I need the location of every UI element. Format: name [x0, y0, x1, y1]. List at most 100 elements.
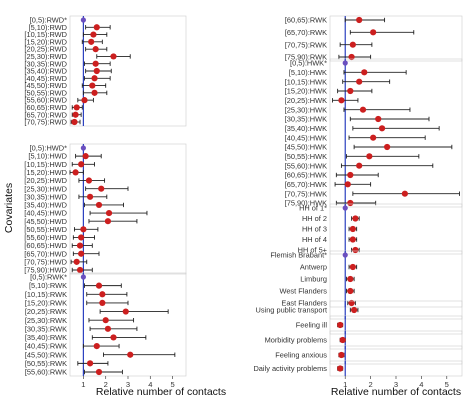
estimate-point [361, 69, 368, 76]
x-axis: 1 2 3 4 5 [81, 376, 175, 389]
estimate-point [91, 75, 98, 82]
row-40-45-rwk: [40,45):RWK [25, 342, 120, 351]
facet-hh: HH of 1*HH of 2 HH of 3HH of 4 HH of 5+ [298, 203, 463, 255]
row-10-15-rwk: [10,15):RWK [25, 290, 128, 299]
row-35-40-hwk: [35,40):HWK [285, 124, 440, 133]
estimate-point [104, 218, 112, 225]
row-40-45-rwd: [40,45):RWD [24, 74, 111, 83]
reference-point [80, 145, 86, 151]
row-0-5-hwd: [0,5):HWD* [30, 144, 86, 153]
y-tick-label: Antwerp [300, 263, 327, 272]
x-tick-label: 2 [104, 380, 108, 389]
facet-frame [69, 272, 187, 377]
estimate-point [90, 31, 97, 38]
x-axis: 1 2 3 4 5 [343, 376, 449, 389]
y-tick-label: [70,75):HWD [24, 257, 67, 266]
estimate-point [86, 193, 94, 200]
y-tick-label: [35,40):HWK [285, 124, 327, 133]
estimate-point [338, 97, 345, 104]
estimate-point [348, 53, 355, 61]
estimate-point [359, 106, 367, 113]
y-tick-label: [10,15):HWD [24, 160, 67, 169]
row-70-75-rwd: [70,75):RWD [24, 118, 81, 127]
y-tick-label: Flemish Brabant* [270, 251, 327, 260]
row-50-55-hwd: [50,55):HWD [24, 225, 99, 234]
row-65-70-rwd: [65,70):RWD [24, 110, 82, 119]
row-5-10-hwk: [5,10):HWK [289, 68, 407, 77]
row-15-20-hwd: [15,20):HWD [24, 168, 84, 177]
facet-frame [329, 345, 463, 365]
facet-frame [329, 360, 463, 377]
row-45-50-hwk: [45,50):HWK [285, 143, 453, 152]
y-tick-label: [65,70):RWK [285, 28, 327, 37]
row-75-90-hwd: [75,90):HWD [24, 266, 93, 275]
x-tick-label: 4 [419, 380, 423, 389]
estimate-point [347, 275, 354, 283]
row-55-60-rwk: [55,60):RWK [25, 368, 123, 377]
estimate-point [76, 266, 84, 274]
estimate-point [92, 46, 99, 53]
estimate-point [337, 365, 344, 372]
y-tick-label: Using public transport [256, 306, 327, 315]
row-daily-activity-problems: Daily activity problems [253, 364, 344, 373]
x-tick-label: 1 [343, 380, 347, 389]
facet-rwd: [0,5):RWD*[5,10):RWD[10,15):RWD[15,20):R… [24, 15, 187, 127]
row-20-25-rwk: [20,25):RWK [25, 307, 169, 316]
estimate-point [356, 162, 363, 169]
x-tick-label: 5 [170, 380, 174, 389]
estimate-point [349, 225, 356, 233]
row-70-75-rwk: [70,75):RWK [285, 40, 373, 49]
row-15-20-rwd: [15,20):RWD [24, 37, 103, 46]
row-hh-of-4: HH of 4 [302, 235, 358, 244]
estimate-point [98, 185, 105, 192]
row-hh-of-1: HH of 1* [299, 204, 348, 213]
y-tick-label: [20,25):HWK [285, 96, 327, 105]
row-west-flanders: West Flanders [279, 287, 355, 296]
estimate-point [72, 111, 79, 118]
estimate-point [110, 334, 117, 341]
estimate-point [338, 351, 345, 359]
y-tick-label: [40,45):HWD [24, 209, 67, 218]
y-tick-label: [70,75):RWD [24, 118, 67, 127]
row-0-5-rwd: [0,5):RWD* [30, 16, 86, 25]
estimate-point [73, 104, 80, 111]
facet-frame [329, 203, 463, 255]
row-70-75-hwk: [70,75):HWK [285, 189, 460, 198]
row-35-40-rwk: [35,40):RWK [25, 333, 147, 342]
y-tick-label: Feeling ill [296, 321, 328, 330]
row-antwerp: Antwerp [300, 263, 358, 272]
facet-frame [329, 300, 463, 320]
y-tick-label: West Flanders [279, 287, 327, 296]
facet-anxious: Feeling anxious [275, 345, 463, 365]
row-65-70-rwk: [65,70):RWK [285, 28, 415, 37]
facet-hwk: [0,5):HWK*[5,10):HWK[10,15):HWK[15,20):H… [285, 59, 463, 208]
estimate-point [375, 115, 382, 123]
row-hh-of-2: HH of 2 [302, 214, 360, 223]
y-tick-label: [60,65):RWK [285, 16, 327, 25]
row-east-flanders: East Flanders [281, 299, 356, 308]
row-15-20-rwk: [15,20):RWK [25, 299, 129, 308]
row-70-75-hwd: [70,75):HWD [24, 257, 88, 266]
row-60-65-rwd: [60,65):RWD [24, 103, 83, 112]
row-40-45-hwk: [40,45):HWK [285, 133, 426, 142]
y-tick-label: [50,55):RWD [24, 88, 67, 97]
estimate-point [347, 287, 354, 295]
facet-frame [69, 15, 187, 127]
y-tick-label: Feeling anxious [275, 351, 327, 360]
row-10-15-hwk: [10,15):HWK [285, 77, 391, 86]
row-25-30-rwk: [25,30):RWK [25, 316, 135, 325]
y-tick-label: [45,50):RWD [24, 81, 67, 90]
x-tick-label: 2 [368, 380, 372, 389]
estimate-point [95, 282, 103, 289]
facet-ill: Feeling ill [296, 315, 463, 335]
estimate-point [78, 234, 85, 241]
row-0-5-rwk: [0,5):RWK* [30, 273, 86, 282]
facet-rwk: [0,5):RWK*[5,10):RWK[10,15):RWK[15,20):R… [25, 272, 187, 377]
estimate-point [99, 291, 106, 298]
estimate-point [71, 118, 78, 126]
estimate-point [93, 67, 100, 75]
y-tick-label: [35,40):RWK [25, 333, 67, 342]
estimate-point [384, 143, 391, 151]
x-tick-label: 5 [445, 380, 449, 389]
estimate-point [73, 258, 80, 265]
